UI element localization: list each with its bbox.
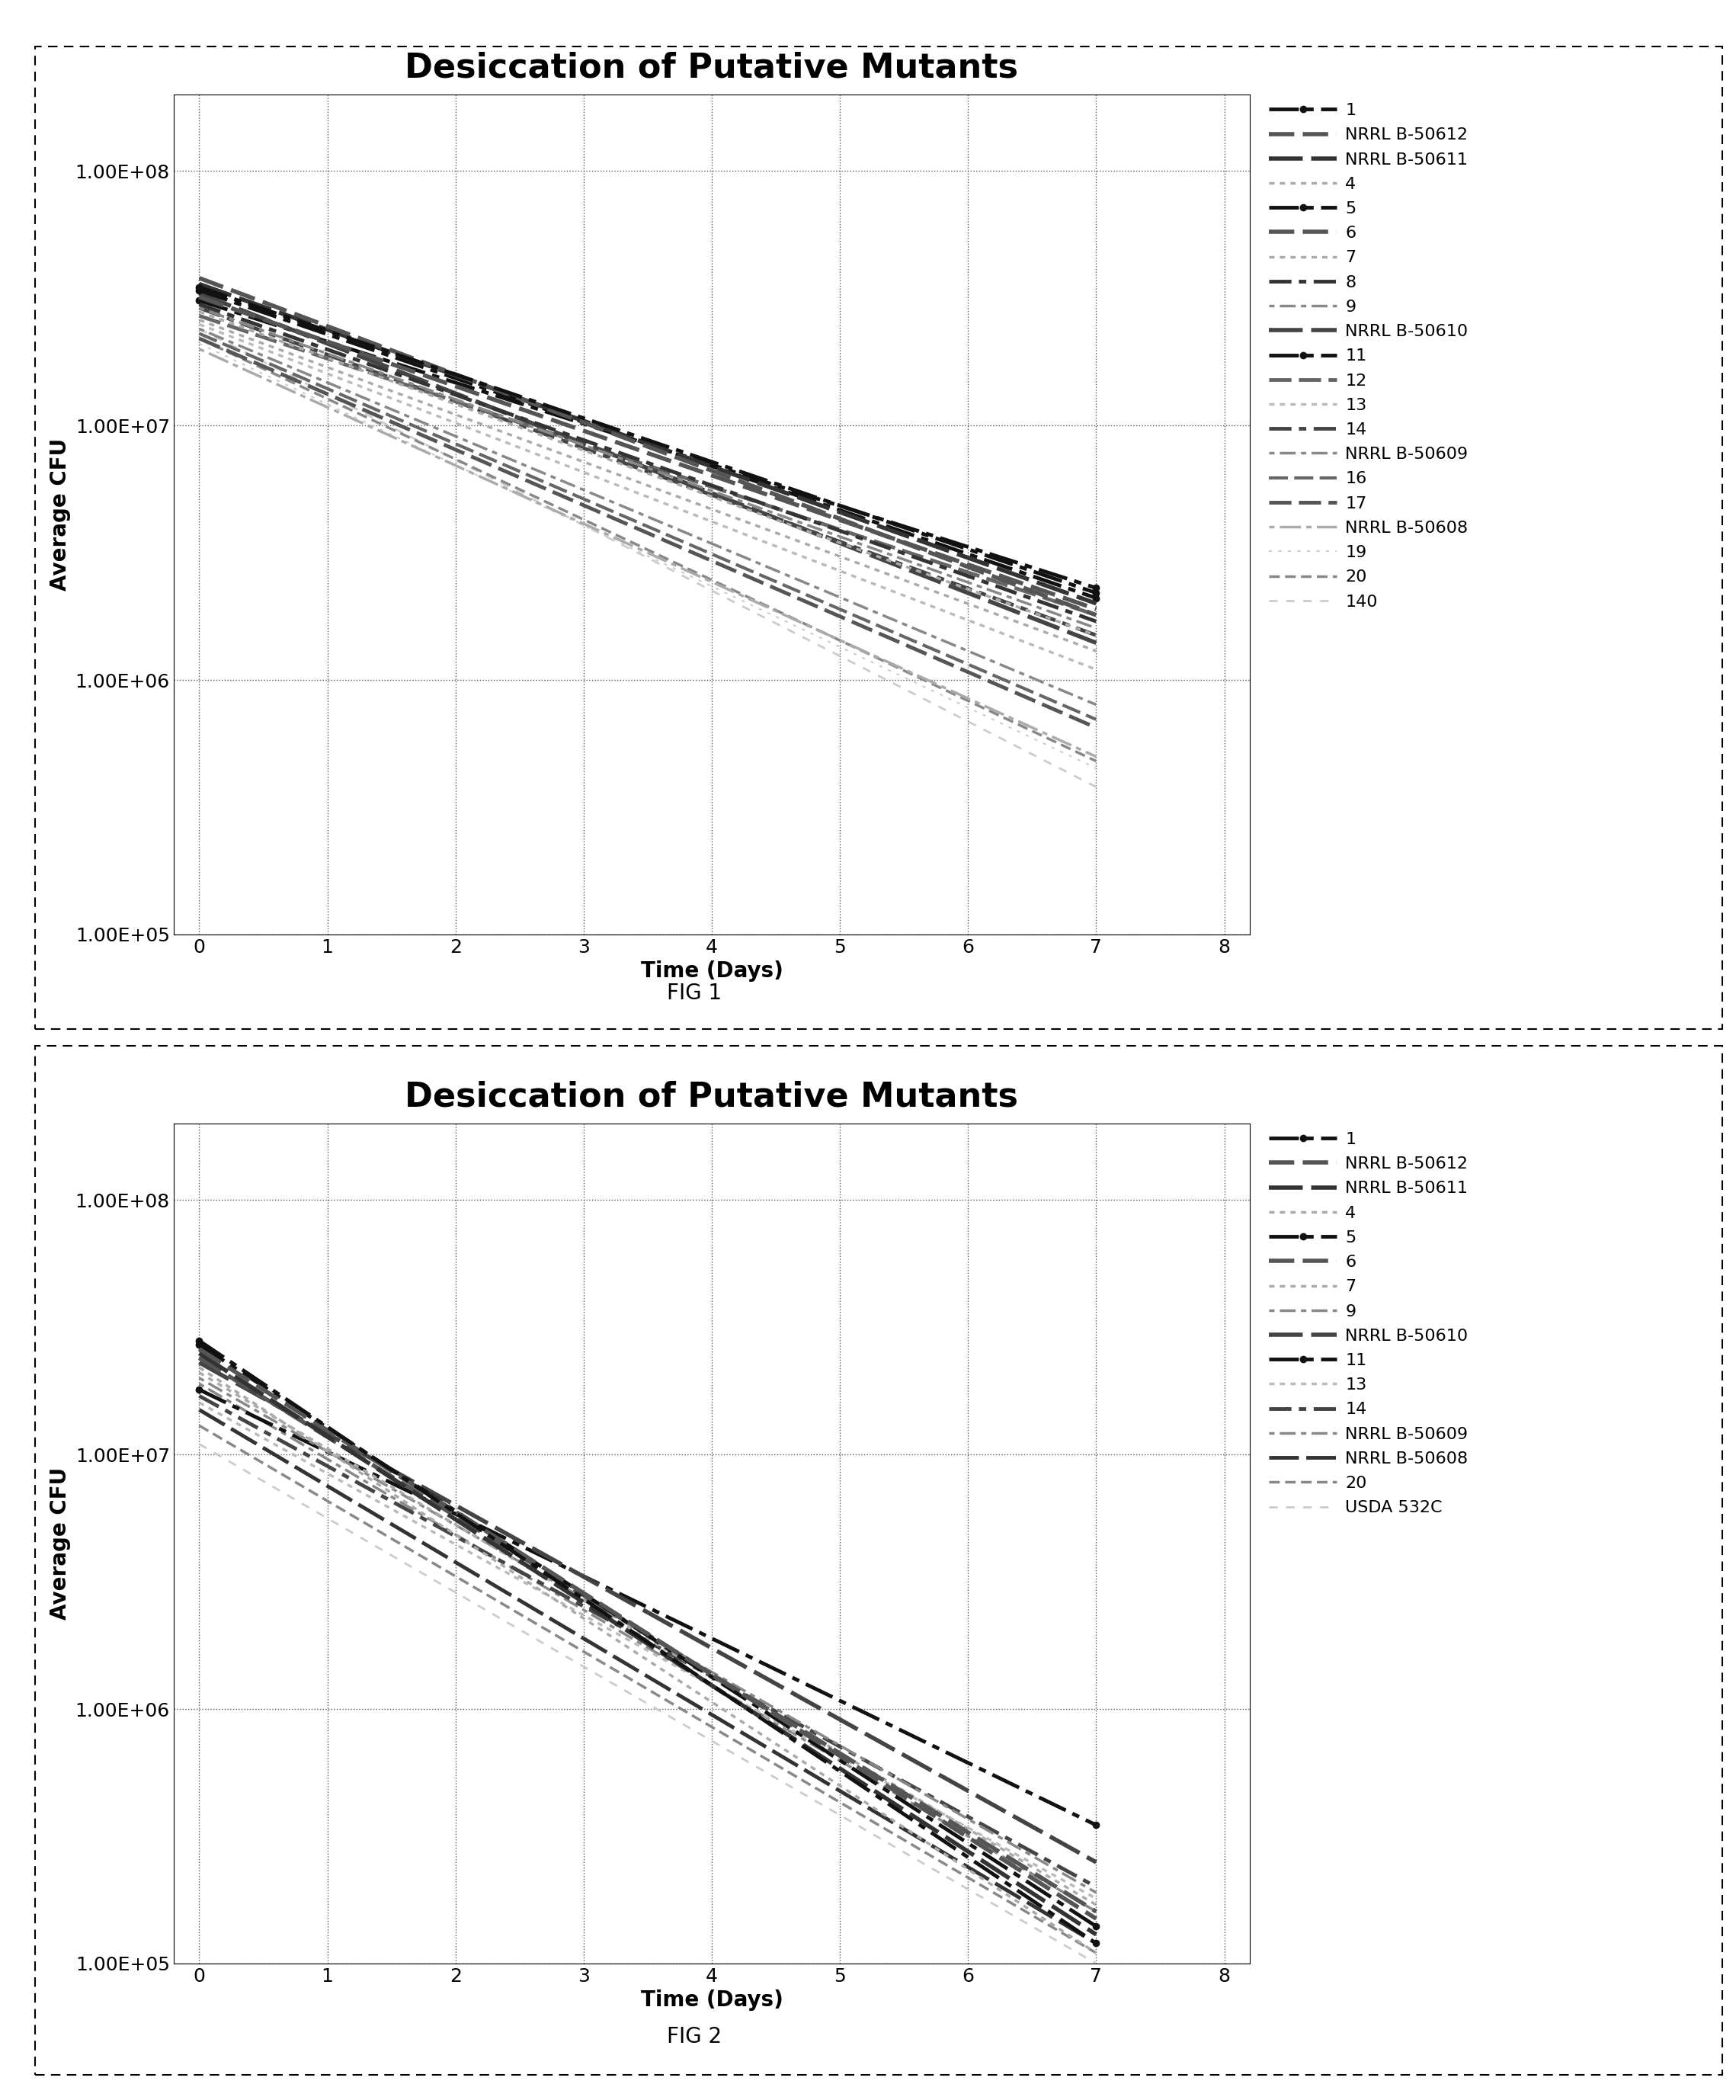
Text: FIG 2: FIG 2 [667,2026,722,2048]
Legend: 1, NRRL B-50612, NRRL B-50611, 4, 5, 6, 7, 9, NRRL B-50610, 11, 13, 14, NRRL B-5: 1, NRRL B-50612, NRRL B-50611, 4, 5, 6, … [1269,1132,1469,1516]
X-axis label: Time (Days): Time (Days) [641,1989,783,2012]
Title: Desiccation of Putative Mutants: Desiccation of Putative Mutants [404,1082,1019,1113]
X-axis label: Time (Days): Time (Days) [641,960,783,983]
Y-axis label: Average CFU: Average CFU [50,439,71,590]
Legend: 1, NRRL B-50612, NRRL B-50611, 4, 5, 6, 7, 8, 9, NRRL B-50610, 11, 12, 13, 14, N: 1, NRRL B-50612, NRRL B-50611, 4, 5, 6, … [1269,103,1469,609]
Y-axis label: Average CFU: Average CFU [50,1468,71,1619]
Text: FIG 1: FIG 1 [667,983,722,1004]
Title: Desiccation of Putative Mutants: Desiccation of Putative Mutants [404,52,1019,84]
